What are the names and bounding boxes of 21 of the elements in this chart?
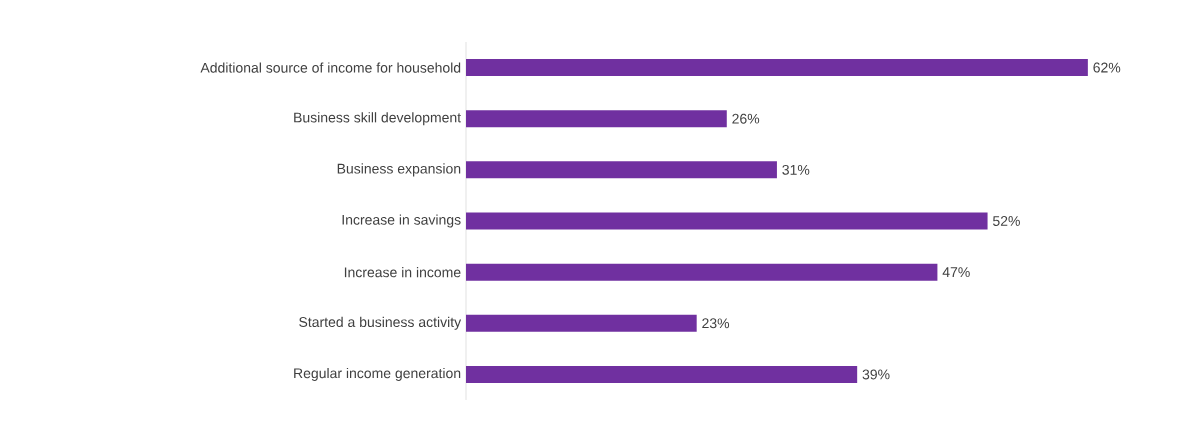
data-label: 39% [862,369,890,380]
y-tick-label: Additional source of income for household [200,62,461,73]
bar [466,59,1088,77]
y-tick-label: Started a business activity [299,316,462,330]
data-label: 62% [1093,62,1121,73]
y-tick-label: Regular income generation [294,367,461,381]
bar [466,212,988,230]
data-label: 26% [732,113,760,124]
data-label: 52% [992,216,1020,226]
data-label: 47% [942,267,970,278]
bar [466,161,777,179]
y-tick-label: Increase in savings [342,214,461,228]
data-label: 23% [702,318,730,329]
y-tick-label: Business expansion [337,163,461,177]
y-tick-label: Business skill development [294,112,461,126]
bar [466,314,697,332]
y-tick-label: Increase in income [344,267,461,278]
bar [466,110,727,128]
data-label: 31% [782,164,810,175]
bar [466,365,858,383]
bar [466,263,938,281]
